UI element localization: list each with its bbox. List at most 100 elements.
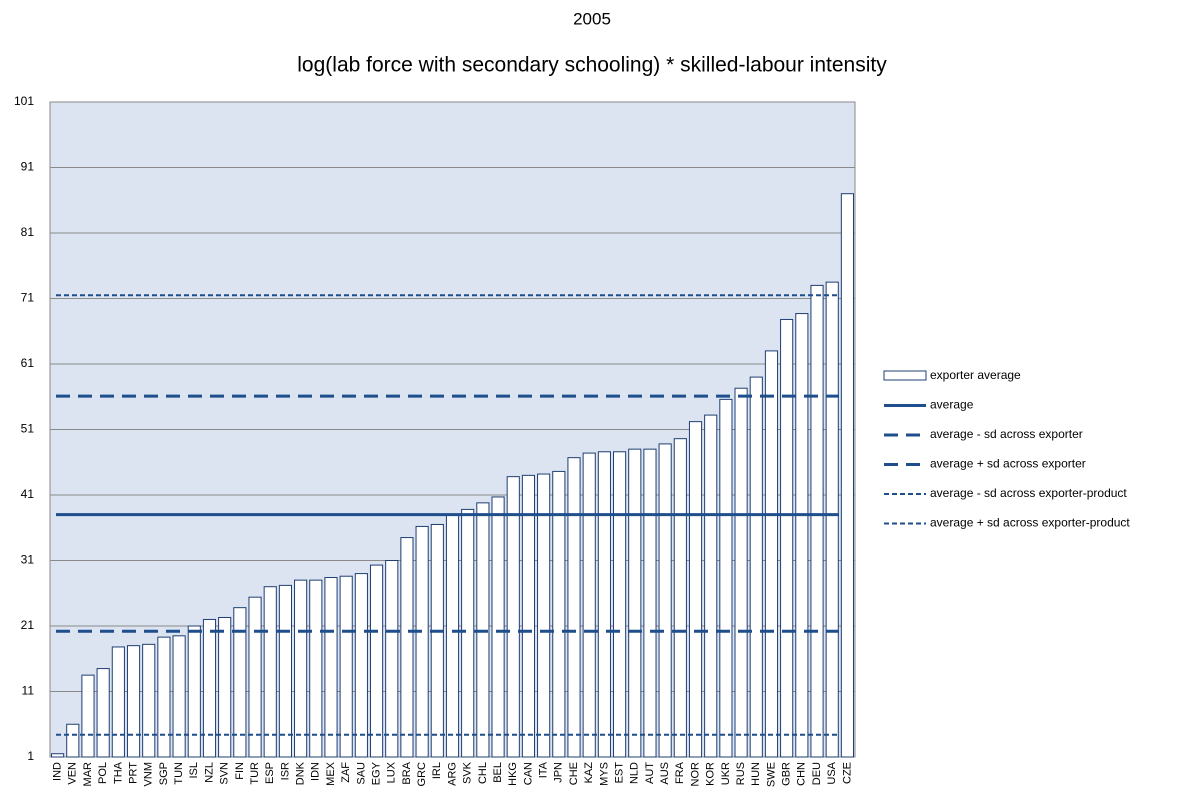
- x-tick-label: DNK: [295, 761, 307, 785]
- x-tick-label: HKG: [507, 762, 519, 786]
- x-tick-label: ARG: [446, 762, 458, 786]
- x-tick-label: AUS: [659, 762, 671, 785]
- x-tick-label: DEU: [811, 762, 823, 785]
- bar: [795, 313, 809, 758]
- x-tick-label: EST: [613, 762, 625, 784]
- y-tick-label: 61: [21, 356, 35, 370]
- bar: [749, 376, 763, 758]
- x-tick-label: CHL: [477, 762, 489, 784]
- legend-label: exporter average: [930, 368, 1021, 382]
- bar: [202, 618, 217, 758]
- bar: [81, 674, 95, 758]
- bar: [430, 523, 444, 758]
- y-tick-label: 91: [21, 160, 35, 174]
- chart-subtitle: log(lab force with secondary schooling) …: [297, 54, 887, 77]
- bar: [324, 577, 338, 758]
- x-tick-label: IRL: [431, 762, 443, 779]
- x-tick-label: RUS: [735, 762, 747, 785]
- bar: [126, 645, 141, 758]
- x-tick-label: EGY: [370, 761, 382, 785]
- y-tick-label: 71: [21, 291, 35, 305]
- bar: [810, 284, 824, 758]
- bar: [628, 448, 642, 758]
- x-tick-label: CHN: [796, 762, 808, 786]
- y-tick-label: 101: [14, 94, 34, 108]
- x-tick-label: NLD: [629, 762, 641, 784]
- bar: [278, 584, 293, 758]
- x-tick-label: TUR: [249, 762, 261, 785]
- bar: [111, 646, 125, 758]
- bar: [688, 421, 703, 758]
- bar: [172, 635, 186, 758]
- bar: [825, 281, 839, 758]
- legend-label: average + sd across exporter-product: [930, 516, 1130, 530]
- x-tick-label: GBR: [781, 762, 793, 786]
- x-tick-label: ISL: [188, 762, 200, 779]
- x-tick-label: FRA: [674, 761, 686, 784]
- legend-swatch: [883, 370, 927, 381]
- x-tick-label: LUX: [386, 761, 398, 783]
- bar: [400, 537, 414, 758]
- bar: [582, 452, 596, 758]
- bar: [704, 414, 718, 758]
- bar: [461, 508, 475, 758]
- bar: [734, 387, 748, 758]
- x-tick-label: JPN: [553, 762, 565, 783]
- x-tick-label: CZE: [841, 762, 853, 784]
- bar: [309, 579, 323, 758]
- bar: [339, 575, 353, 758]
- x-tick-label: NZL: [203, 762, 215, 783]
- x-tick-label: GRC: [416, 762, 428, 787]
- bar: [142, 643, 156, 758]
- x-tick-label: MAR: [82, 762, 94, 787]
- legend-label: average: [930, 398, 974, 412]
- bar: [506, 476, 520, 758]
- x-tick-label: HUN: [750, 762, 762, 786]
- bar: [96, 668, 110, 758]
- x-tick-label: BRA: [401, 761, 413, 784]
- x-tick-label: ZAF: [340, 762, 352, 783]
- bar: [567, 457, 581, 758]
- bar: [354, 573, 368, 758]
- bar: [294, 579, 308, 758]
- x-tick-label: MEX: [325, 761, 337, 786]
- y-tick-label: 51: [21, 422, 35, 436]
- legend-label: average - sd across exporter-product: [930, 486, 1127, 500]
- bar: [187, 625, 201, 758]
- x-tick-label: KOR: [705, 762, 717, 786]
- y-tick-label: 11: [22, 684, 35, 698]
- bar: [552, 470, 566, 758]
- bar: [263, 586, 277, 758]
- bar: [613, 451, 627, 758]
- bar: [840, 193, 854, 758]
- x-tick-label: IND: [52, 762, 64, 781]
- x-tick-label: ITA: [538, 761, 550, 778]
- x-tick-label: SWE: [765, 762, 777, 787]
- x-tick-label: UKR: [720, 762, 732, 785]
- x-tick-label: SVK: [462, 761, 474, 784]
- bar: [218, 616, 232, 758]
- bar: [157, 636, 171, 758]
- bar: [658, 443, 672, 758]
- x-tick-label: PRT: [127, 762, 139, 784]
- x-tick-label: THA: [112, 761, 124, 784]
- x-tick-label: ISR: [279, 762, 291, 780]
- bar: [597, 451, 611, 758]
- x-tick-label: ESP: [264, 762, 276, 784]
- x-tick-label: BEL: [492, 762, 504, 783]
- x-tick-label: KAZ: [583, 762, 595, 784]
- bar: [445, 514, 460, 758]
- x-tick-label: IDN: [310, 762, 322, 781]
- x-tick-label: CAN: [522, 762, 534, 785]
- bar: [385, 560, 399, 758]
- y-tick-label: 1: [27, 749, 34, 763]
- y-tick-label: 21: [21, 618, 35, 632]
- x-tick-label: MYS: [598, 762, 610, 786]
- bar: [537, 473, 551, 758]
- x-tick-label: CHE: [568, 762, 580, 785]
- x-tick-label: VEN: [67, 762, 79, 785]
- bar: [51, 753, 65, 758]
- x-tick-label: SGP: [158, 762, 170, 785]
- bar: [764, 350, 779, 758]
